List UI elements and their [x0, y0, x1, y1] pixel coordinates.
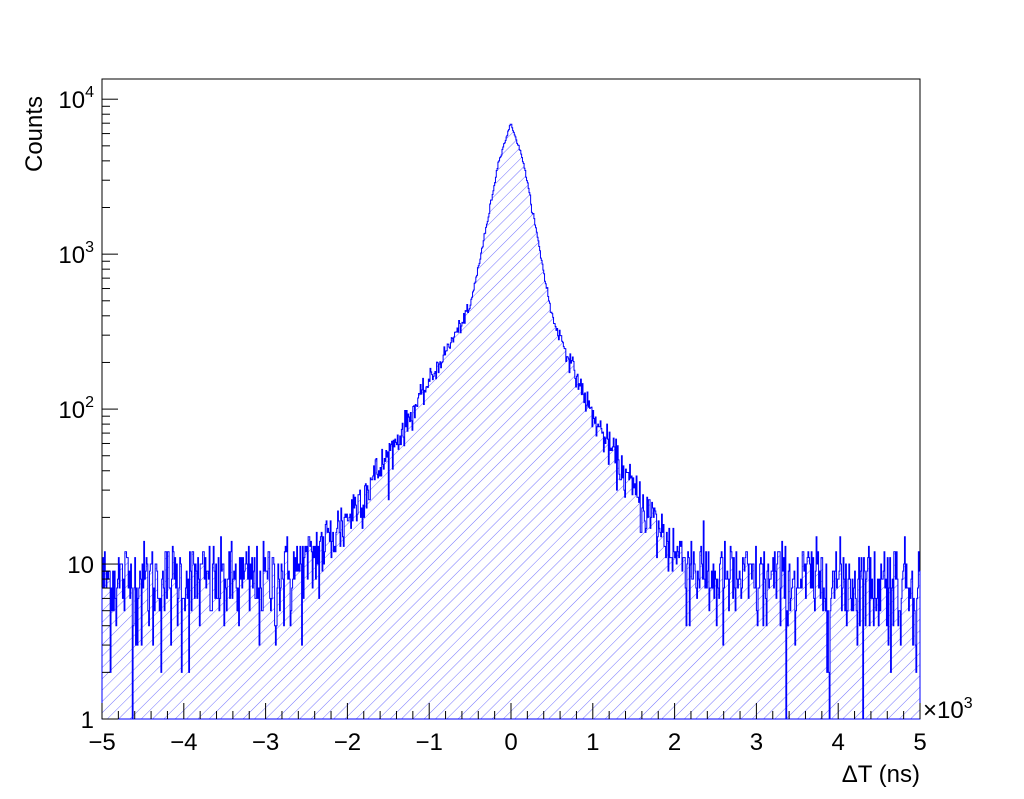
y-tick-label: 103 [58, 239, 94, 269]
x-tick-label: 0 [504, 729, 517, 756]
y-tick-label: 102 [58, 394, 94, 424]
x-tick-label: 5 [913, 729, 926, 756]
x-tick-label: 1 [586, 729, 599, 756]
x-tick-label: 3 [750, 729, 763, 756]
histogram-fill [102, 124, 920, 719]
y-axis-title: Counts [21, 96, 48, 172]
x-tick-label: −5 [88, 729, 115, 756]
histogram-outline [101, 123, 921, 720]
x-tick-labels: −5 −4 −3 −2 −1 0 1 2 3 4 5 [88, 729, 926, 756]
axis-ticks [101, 98, 921, 720]
y-tick-labels: 1 10 102 103 104 [58, 84, 94, 734]
x-tick-label: 2 [668, 729, 681, 756]
y-tick-label: 10 [67, 552, 94, 579]
histogram-series [101, 123, 921, 720]
x-tick-label: −1 [416, 729, 443, 756]
x-tick-label: −3 [252, 729, 279, 756]
x-tick-label: −2 [334, 729, 361, 756]
y-tick-label: 104 [58, 84, 94, 114]
x-axis-title: ΔT (ns) [842, 761, 920, 788]
x-multiplier-label: ×103 [923, 695, 973, 724]
x-tick-label: −4 [170, 729, 197, 756]
y-tick-label: 1 [81, 707, 94, 734]
x-tick-label: 4 [832, 729, 845, 756]
